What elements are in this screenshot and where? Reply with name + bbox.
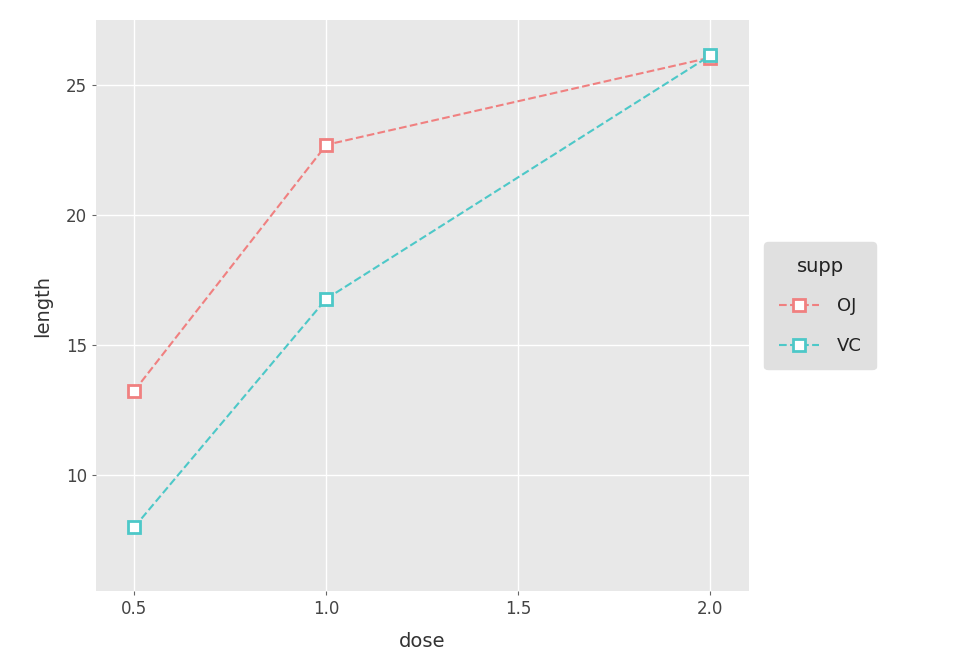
OJ [705,54,716,62]
VC [129,523,140,531]
OJ [321,140,332,149]
VC [705,52,716,60]
X-axis label: dose: dose [399,632,445,651]
Line: OJ: OJ [128,51,717,397]
VC [321,295,332,303]
OJ [129,386,140,394]
Line: VC: VC [128,49,717,533]
Y-axis label: length: length [33,275,52,337]
Legend: OJ, VC: OJ, VC [764,242,876,370]
